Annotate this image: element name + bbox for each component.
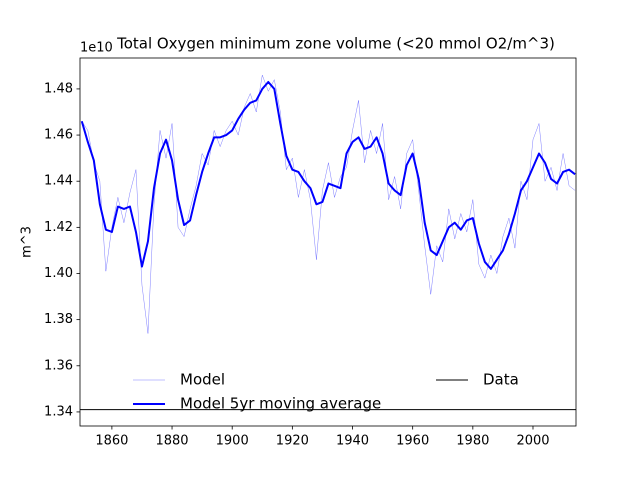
x-tick-label: 1880 — [155, 434, 188, 449]
y-tick-label: 1.36 — [44, 358, 73, 373]
plot-area — [80, 74, 576, 411]
series-line — [80, 80, 576, 270]
plot-frame — [79, 57, 577, 427]
y-tick-label: 1.38 — [44, 312, 73, 327]
y-axis-label: m^3 — [20, 226, 35, 258]
y-tick-label: 1.40 — [44, 266, 73, 281]
x-tick-label: 1900 — [216, 434, 249, 449]
y-tick-label: 1.42 — [44, 220, 73, 235]
x-tick-label: 1920 — [276, 434, 309, 449]
x-tick-label: 1940 — [336, 434, 369, 449]
legend-label: Model 5yr moving average — [180, 395, 381, 413]
x-tick-label: 1960 — [396, 434, 429, 449]
series-line — [81, 74, 576, 334]
chart-title: Total Oxygen minimum zone volume (<20 mm… — [116, 35, 555, 53]
y-tick-label: 1.44 — [44, 174, 73, 189]
legend-label: Model — [180, 371, 225, 389]
x-tick-label: 2000 — [516, 434, 549, 449]
x-tick-label: 1860 — [95, 434, 128, 449]
y-tick-label: 1.48 — [44, 81, 73, 96]
legend-label: Data — [483, 371, 519, 389]
x-tick-label: 1980 — [456, 434, 489, 449]
y-offset-label: 1e10 — [80, 41, 113, 56]
y-tick-label: 1.34 — [44, 404, 73, 419]
y-tick-label: 1.46 — [44, 128, 73, 143]
